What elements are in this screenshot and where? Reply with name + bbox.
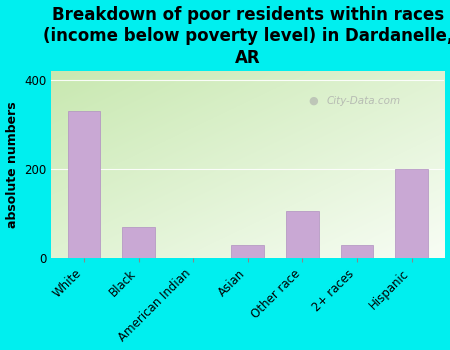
Bar <box>286 211 319 258</box>
Title: Breakdown of poor residents within races
(income below poverty level) in Dardane: Breakdown of poor residents within races… <box>43 6 450 66</box>
Bar <box>341 245 373 258</box>
Bar <box>395 169 428 258</box>
Bar <box>122 227 155 258</box>
Bar <box>231 245 264 258</box>
Y-axis label: absolute numbers: absolute numbers <box>5 101 18 228</box>
Bar <box>68 111 100 258</box>
Text: ●: ● <box>309 96 319 106</box>
Text: City-Data.com: City-Data.com <box>327 96 400 106</box>
